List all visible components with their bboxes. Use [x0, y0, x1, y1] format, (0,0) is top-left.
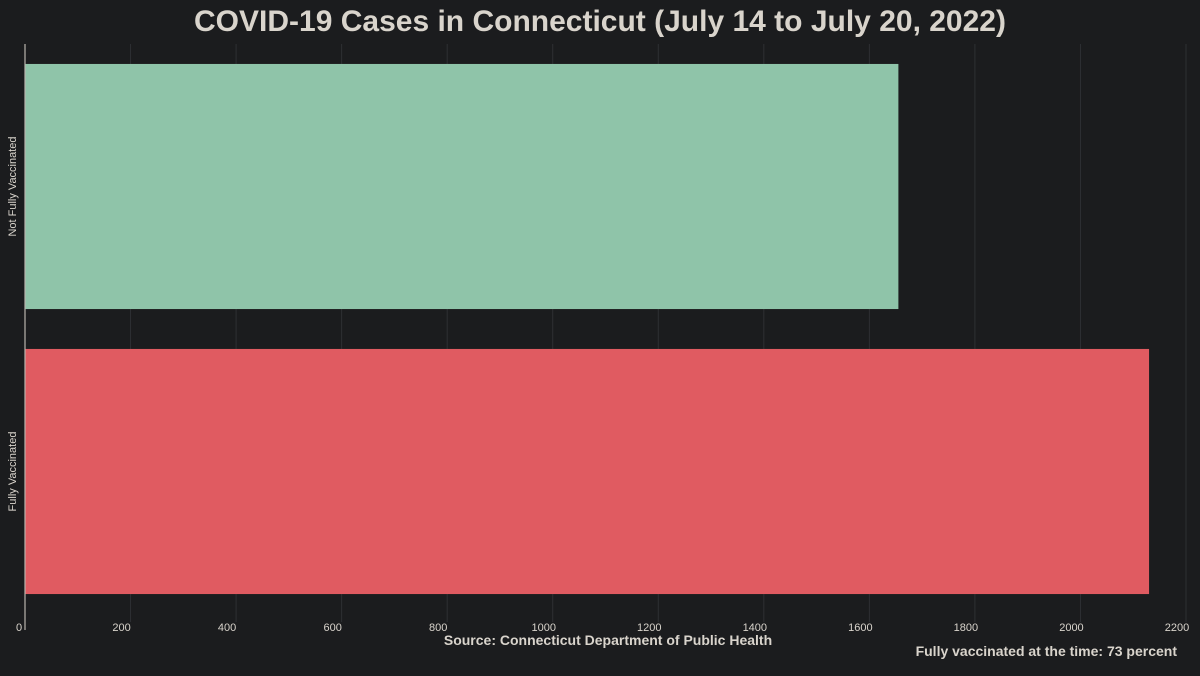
x-tick-label: 0: [16, 622, 22, 634]
y-category-label: Not Fully Vaccinated: [7, 136, 19, 236]
x-tick-label: 1400: [743, 622, 767, 634]
x-tick-label: 600: [323, 622, 341, 634]
x-tick-label: 1800: [954, 622, 978, 634]
x-tick-label: 2200: [1165, 622, 1189, 634]
x-tick-label: 1200: [637, 622, 661, 634]
vaccination-note: Fully vaccinated at the time: 73 percent: [916, 643, 1178, 659]
axis-labels: 0 200 400 600 800 1000 1200 1400 1600 1800 2000 220…: [7, 136, 1189, 634]
x-tick-label: 1000: [531, 622, 555, 634]
bar-not-fully-vaccinated: [25, 63, 899, 310]
x-tick-label: 2000: [1059, 622, 1083, 634]
x-tick-label: 1600: [848, 622, 872, 634]
source-caption: Source: Connecticut Department of Public…: [444, 632, 772, 648]
bars: [25, 63, 1150, 595]
bar-fully-vaccinated: [25, 348, 1150, 595]
y-category-label: Fully Vaccinated: [7, 432, 19, 512]
chart-title: COVID-19 Cases in Connecticut (July 14 t…: [194, 5, 1006, 38]
x-tick-label: 400: [218, 622, 236, 634]
x-tick-label: 200: [112, 622, 130, 634]
x-tick-label: 800: [429, 622, 447, 634]
